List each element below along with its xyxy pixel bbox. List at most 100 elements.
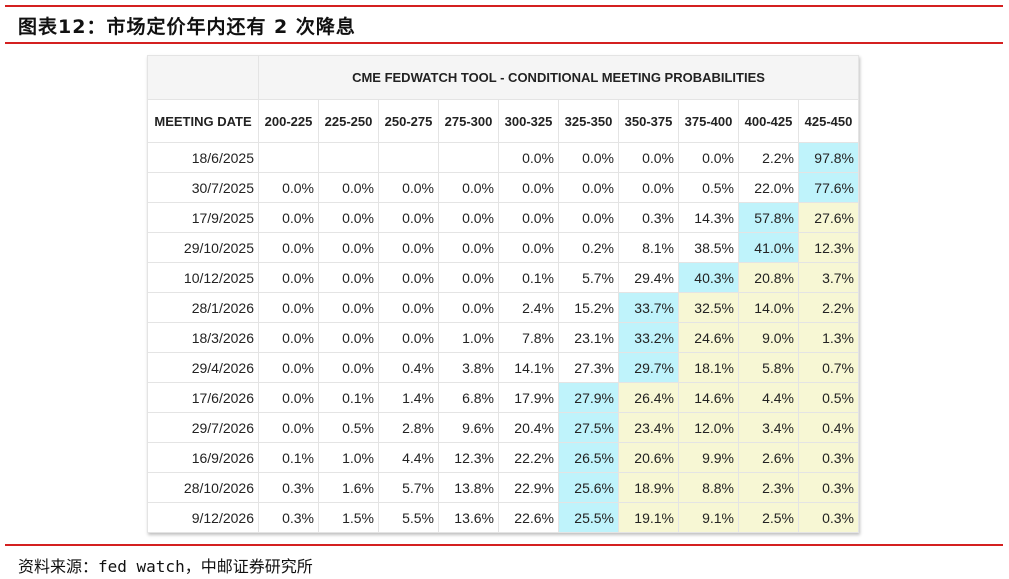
probability-cell: 0.3% [258, 502, 319, 533]
probability-cell: 17.9% [498, 382, 559, 413]
probability-cell: 18.1% [678, 352, 739, 383]
probability-cell: 0.0% [438, 232, 499, 263]
probability-cell: 0.0% [378, 262, 439, 293]
probability-cell: 0.0% [258, 232, 319, 263]
probability-cell: 33.7% [618, 292, 679, 323]
probability-cell: 2.8% [378, 412, 439, 443]
probability-cell: 5.7% [558, 262, 619, 293]
probability-cell: 0.1% [318, 382, 379, 413]
table-row: 30/7/2025 0.0% 0.0% 0.0% 0.0% 0.0% 0.0% 0.0% 0.5… [147, 172, 859, 203]
meeting-date-cell: 29/4/2026 [147, 352, 259, 383]
probability-cell: 26.5% [558, 442, 619, 473]
table-row: 28/1/2026 0.0% 0.0% 0.0% 0.0% 2.4% 15.2% 33.7% 3… [147, 292, 859, 323]
probability-cell: 0.0% [318, 172, 379, 203]
probability-cell: 0.0% [378, 202, 439, 233]
probability-cell: 0.4% [378, 352, 439, 383]
probability-cell: 3.8% [438, 352, 499, 383]
probability-cell: 0.0% [258, 172, 319, 203]
meeting-date-cell: 28/1/2026 [147, 292, 259, 323]
probability-cell: 1.6% [318, 472, 379, 503]
probability-cell: 25.6% [558, 472, 619, 503]
probability-cell: 13.8% [438, 472, 499, 503]
table-row: 10/12/2025 0.0% 0.0% 0.0% 0.0% 0.1% 5.7% 29.4% 4… [147, 262, 859, 293]
meeting-date-header: MEETING DATE [147, 99, 259, 143]
table-row: 17/9/2025 0.0% 0.0% 0.0% 0.0% 0.0% 0.0% 0.3% 14.… [147, 202, 859, 233]
probability-cell: 0.1% [258, 442, 319, 473]
probability-cell: 24.6% [678, 322, 739, 353]
probability-cell: 0.0% [378, 322, 439, 353]
probability-cell: 0.3% [618, 202, 679, 233]
probability-cell: 0.0% [318, 232, 379, 263]
table-row: 9/12/2026 0.3% 1.5% 5.5% 13.6% 22.6% 25.5% 19.1… [147, 502, 859, 533]
probability-cell: 1.0% [438, 322, 499, 353]
probability-cell: 5.7% [378, 472, 439, 503]
probability-cell: 0.3% [798, 442, 859, 473]
probability-cell: 27.9% [558, 382, 619, 413]
probability-cell: 26.4% [618, 382, 679, 413]
rate-range-header: 300-325 [498, 99, 559, 143]
table-row: 29/10/2025 0.0% 0.0% 0.0% 0.0% 0.0% 0.2% 8.1% 38… [147, 232, 859, 263]
probability-cell: 0.0% [618, 172, 679, 203]
meeting-date-cell: 29/10/2025 [147, 232, 259, 263]
probability-cell: 0.3% [798, 502, 859, 533]
probability-cell: 0.0% [678, 142, 739, 173]
title-rule [5, 42, 1003, 44]
probability-cell: 2.3% [738, 472, 799, 503]
probability-cell: 0.0% [318, 322, 379, 353]
probability-cell: 0.0% [258, 412, 319, 443]
probability-cell: 27.5% [558, 412, 619, 443]
probability-cell: 0.0% [438, 202, 499, 233]
rate-range-header: 350-375 [618, 99, 679, 143]
probability-cell: 23.1% [558, 322, 619, 353]
table-row: 28/10/2026 0.3% 1.6% 5.7% 13.8% 22.9% 25.6% 18.… [147, 472, 859, 503]
probability-cell: 0.0% [318, 352, 379, 383]
probability-cell: 7.8% [498, 322, 559, 353]
probability-cell: 8.1% [618, 232, 679, 263]
probability-cell: 40.3% [678, 262, 739, 293]
probability-cell [318, 142, 379, 173]
probability-cell: 5.5% [378, 502, 439, 533]
meeting-date-cell: 10/12/2025 [147, 262, 259, 293]
probability-cell: 29.7% [618, 352, 679, 383]
probability-cell: 2.4% [498, 292, 559, 323]
probability-cell: 22.6% [498, 502, 559, 533]
probability-cell: 0.0% [258, 262, 319, 293]
probability-cell: 0.3% [258, 472, 319, 503]
table-row: 29/7/2026 0.0% 0.5% 2.8% 9.6% 20.4% 27.5% 23.4%… [147, 412, 859, 443]
meeting-date-cell: 17/6/2026 [147, 382, 259, 413]
probability-cell: 9.9% [678, 442, 739, 473]
table-caption: CME FEDWATCH TOOL - CONDITIONAL MEETING … [258, 55, 859, 100]
probability-cell: 12.3% [798, 232, 859, 263]
probability-cell: 0.4% [798, 412, 859, 443]
probability-cell: 41.0% [738, 232, 799, 263]
table-row: 17/6/2026 0.0% 0.1% 1.4% 6.8% 17.9% 27.9% 26.4%… [147, 382, 859, 413]
meeting-date-cell: 17/9/2025 [147, 202, 259, 233]
rate-range-header: 325-350 [558, 99, 619, 143]
probability-cell: 2.2% [798, 292, 859, 323]
probability-cell: 0.0% [258, 322, 319, 353]
meeting-date-cell: 9/12/2026 [147, 502, 259, 533]
probability-cell: 13.6% [438, 502, 499, 533]
rate-range-header: 225-250 [318, 99, 379, 143]
probability-cell [258, 142, 319, 173]
probability-cell: 2.5% [738, 502, 799, 533]
probability-cell: 2.6% [738, 442, 799, 473]
probability-cell: 12.0% [678, 412, 739, 443]
source-note: 资料来源：fed watch，中邮证券研究所 [18, 557, 313, 576]
probability-cell: 14.3% [678, 202, 739, 233]
probability-cell: 22.0% [738, 172, 799, 203]
probability-cell: 0.0% [558, 142, 619, 173]
probability-cell: 18.9% [618, 472, 679, 503]
probability-cell: 0.0% [498, 202, 559, 233]
rate-range-header: 400-425 [738, 99, 799, 143]
probability-cell: 0.0% [558, 202, 619, 233]
probability-cell: 5.8% [738, 352, 799, 383]
probability-cell: 57.8% [738, 202, 799, 233]
table-row: 18/6/2025 0.0% 0.0% 0.0% 0.0% 2.2% 97.8% [147, 142, 859, 173]
rate-range-header: 425-450 [798, 99, 859, 143]
probability-cell [378, 142, 439, 173]
meeting-date-cell: 29/7/2026 [147, 412, 259, 443]
probability-cell: 0.1% [498, 262, 559, 293]
rate-range-header: 200-225 [258, 99, 319, 143]
probability-cell: 25.5% [558, 502, 619, 533]
